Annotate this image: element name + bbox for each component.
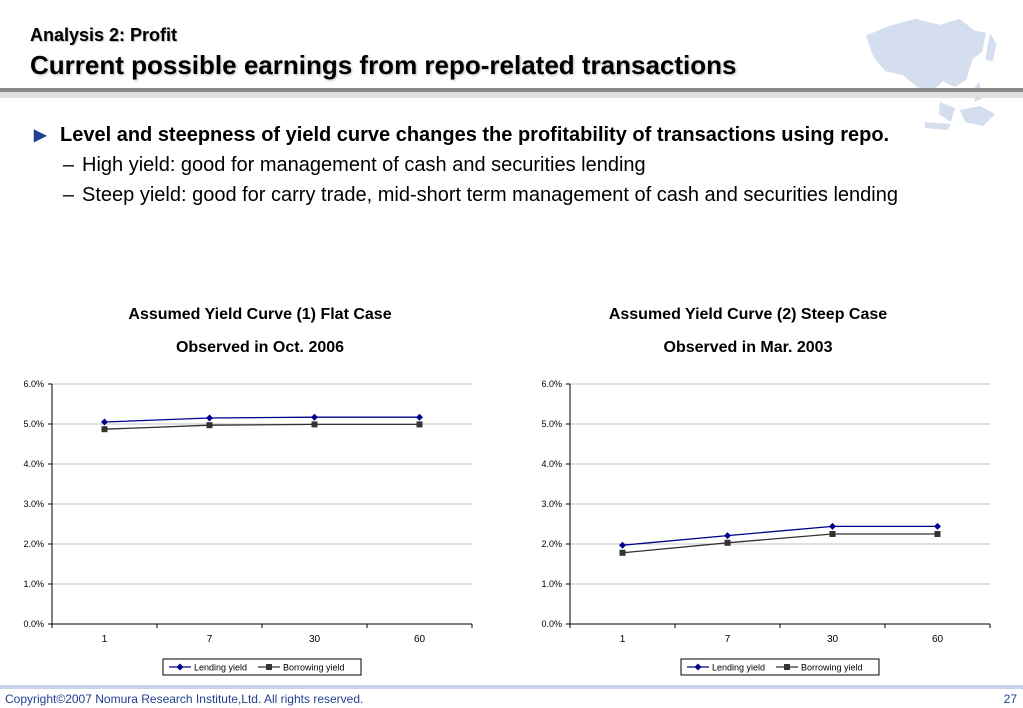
data-point xyxy=(934,522,941,530)
legend-marker xyxy=(266,664,272,670)
x-tick-label: 30 xyxy=(827,634,839,645)
title-divider-shadow xyxy=(0,92,1023,98)
data-point xyxy=(724,539,731,546)
data-point xyxy=(724,532,731,540)
legend-marker xyxy=(694,663,702,671)
x-tick-label: 7 xyxy=(207,634,213,645)
slide-title: Current possible earnings from repo-rela… xyxy=(30,50,737,80)
data-point xyxy=(311,413,318,421)
data-point xyxy=(311,421,318,428)
legend-label: Borrowing yield xyxy=(283,663,345,673)
x-tick-label: 7 xyxy=(725,634,731,645)
series-line-borrowing xyxy=(622,533,938,554)
data-point xyxy=(829,522,836,530)
y-tick-label: 2.0% xyxy=(541,539,562,549)
bullet-sub-1: – High yield: good for management of cas… xyxy=(34,152,914,179)
chart-flat-case: 0.0% 1.0% 2.0% 3.0% 4.0% 5.0% 6.0% 1 7 30 60 Lendin… xyxy=(23,379,473,676)
data-point xyxy=(101,426,108,433)
dash-bullet: – xyxy=(62,154,74,176)
chart-2-subtitle: Observed in Mar. 2003 xyxy=(663,339,833,356)
y-tick-label: 0.0% xyxy=(541,619,562,629)
series-line-lending xyxy=(104,416,420,423)
y-tick-label: 1.0% xyxy=(541,579,562,589)
data-point xyxy=(416,413,423,421)
y-tick-label: 6.0% xyxy=(23,379,44,389)
series-line-borrowing xyxy=(104,423,420,430)
chart-1-subtitle: Observed in Oct. 2006 xyxy=(175,339,345,356)
legend-marker xyxy=(176,663,184,671)
legend-label: Lending yield xyxy=(712,663,765,673)
chart-2-title: Assumed Yield Curve (2) Steep Case xyxy=(608,306,888,323)
title-divider xyxy=(0,88,1023,92)
data-point xyxy=(619,541,626,549)
y-tick-label: 1.0% xyxy=(23,579,44,589)
y-tick-label: 6.0% xyxy=(541,379,562,389)
y-tick-label: 3.0% xyxy=(23,499,44,509)
y-tick-label: 4.0% xyxy=(541,459,562,469)
legend-label: Borrowing yield xyxy=(801,663,863,673)
series-line-lending xyxy=(622,525,938,546)
data-point xyxy=(206,414,213,422)
bullet-main-text: Level and steepness of yield curve chang… xyxy=(60,124,890,146)
legend-label: Lending yield xyxy=(194,663,247,673)
x-tick-label: 60 xyxy=(414,634,426,645)
x-tick-label: 30 xyxy=(309,634,321,645)
footer-divider xyxy=(0,685,1023,689)
x-tick-label: 1 xyxy=(620,634,626,645)
page-number: 27 xyxy=(1003,692,1017,706)
data-point xyxy=(934,531,941,537)
chart-1-title: Assumed Yield Curve (1) Flat Case xyxy=(128,306,392,323)
bullet-list: ▶ Level and steepness of yield curve cha… xyxy=(34,122,914,209)
copyright-text: Copyright©2007 Nomura Research Institute… xyxy=(5,692,364,706)
data-point xyxy=(829,531,836,537)
bullet-sub-2-text: Steep yield: good for carry trade, mid-s… xyxy=(82,184,898,206)
y-tick-label: 0.0% xyxy=(23,619,44,629)
x-tick-label: 60 xyxy=(932,634,944,645)
y-tick-label: 5.0% xyxy=(541,419,562,429)
legend-marker xyxy=(784,664,790,670)
y-tick-label: 3.0% xyxy=(541,499,562,509)
y-tick-label: 5.0% xyxy=(23,419,44,429)
section-kicker: Analysis 2: Profit xyxy=(30,25,178,45)
data-point xyxy=(101,418,108,426)
bullet-sub-1-text: High yield: good for management of cash … xyxy=(82,154,646,176)
chart-steep-case: 0.0% 1.0% 2.0% 3.0% 4.0% 5.0% 6.0% 1 7 30 60 Lendin… xyxy=(541,379,991,676)
y-tick-label: 4.0% xyxy=(23,459,44,469)
dash-bullet: – xyxy=(62,184,74,206)
data-point xyxy=(416,421,423,428)
bullet-sub-2: – Steep yield: good for carry trade, mid… xyxy=(34,182,914,209)
triangle-bullet-icon: ▶ xyxy=(34,127,47,144)
bullet-main: ▶ Level and steepness of yield curve cha… xyxy=(34,122,914,149)
y-tick-label: 2.0% xyxy=(23,539,44,549)
x-tick-label: 1 xyxy=(102,634,108,645)
data-point xyxy=(619,549,626,556)
data-point xyxy=(206,422,213,429)
asia-map-icon xyxy=(864,17,998,130)
